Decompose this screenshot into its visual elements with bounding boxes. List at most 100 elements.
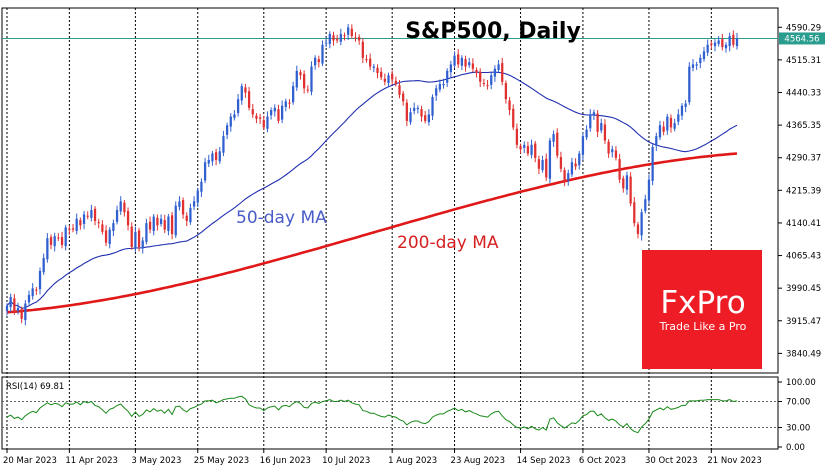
candle [607,139,610,158]
candle-body [222,136,225,153]
candle-body [413,107,416,111]
candle [713,39,717,52]
candle [167,213,170,236]
candle [655,132,658,151]
candle [662,121,665,136]
candle-body [343,35,346,37]
candle-body [622,178,625,189]
date-tick-label: 20 Mar 2023 [3,456,57,466]
candle [38,267,42,295]
candle [699,54,702,69]
candle-body [526,146,530,154]
logo-background [642,250,762,369]
candle [236,93,240,117]
candle-body [523,144,526,148]
candle [442,78,445,89]
candle-body [684,103,687,107]
candle-body [570,162,574,175]
candle-body [350,28,353,37]
candle [258,113,262,124]
candle [394,76,397,87]
candle-body [291,86,295,103]
price-tick-label: 4365.35 [786,121,821,131]
candle [79,217,82,230]
candle [416,105,419,114]
candle [592,109,596,121]
candle-body [600,123,603,131]
candle [247,86,251,111]
date-tick-label: 21 Nov 2023 [707,456,761,466]
candle [673,118,676,132]
candle [548,137,552,184]
date-tick-label: 11 Apr 2023 [65,456,118,466]
ma200-line [6,152,738,314]
candle-body [636,224,640,234]
candle [578,150,581,170]
candle [391,70,394,85]
candle [526,141,530,157]
candle [35,287,38,295]
candle [310,61,313,96]
price-tick-label: 4440.33 [786,88,821,98]
candle-body [104,230,108,243]
candle [163,214,166,234]
candle-body [651,147,654,181]
candle-body [490,75,493,85]
candle [721,33,724,51]
candle-body [13,298,16,313]
candle [328,31,331,49]
candle [361,38,364,64]
candle-body [306,89,309,91]
candle [354,32,357,42]
candle [570,157,574,178]
candle-body [244,87,247,93]
candle [101,220,104,235]
candle-body [156,217,159,226]
candle [541,155,544,173]
candle-body [295,70,298,88]
candle [497,60,500,73]
date-tick-label: 1 Aug 2023 [388,456,437,466]
candle [629,172,632,207]
candle [189,203,192,225]
candle [266,111,269,133]
rsi-axis: 0.00 30.00 70.00 100.00 [778,378,816,453]
candle [706,39,709,57]
candle-body [108,229,111,244]
candle-body [387,75,390,84]
candle-body [159,218,163,224]
candle [537,155,541,174]
candle [717,36,720,47]
candle-body [53,236,56,247]
candle [255,113,258,124]
candle [688,62,691,105]
candle-body [512,108,515,128]
candle [46,233,49,263]
candle [86,211,89,220]
candle-body [581,136,585,155]
candle [468,57,471,68]
candle-body [288,102,291,104]
candle-body [225,125,229,135]
candle [680,103,684,121]
candle-body [493,68,497,77]
fxpro-logo: FxPro Trade Like a Pro [642,250,762,369]
candle [424,110,427,124]
candle [119,196,122,215]
candle-body [284,101,287,107]
candle [148,216,152,234]
candle-body [90,210,93,218]
candle [622,175,625,193]
candle-body [695,64,698,66]
candle-body [717,40,720,44]
candle-body [358,36,361,41]
rsi-label: RSI(14) 69.81 [6,382,64,392]
candle [486,80,489,90]
candle [343,32,346,41]
candle-body [148,221,152,230]
candle-body [633,202,636,224]
price-tick-label: 4290.37 [786,154,821,164]
candle-body [314,57,317,66]
candle [603,119,607,144]
candle [530,139,533,159]
